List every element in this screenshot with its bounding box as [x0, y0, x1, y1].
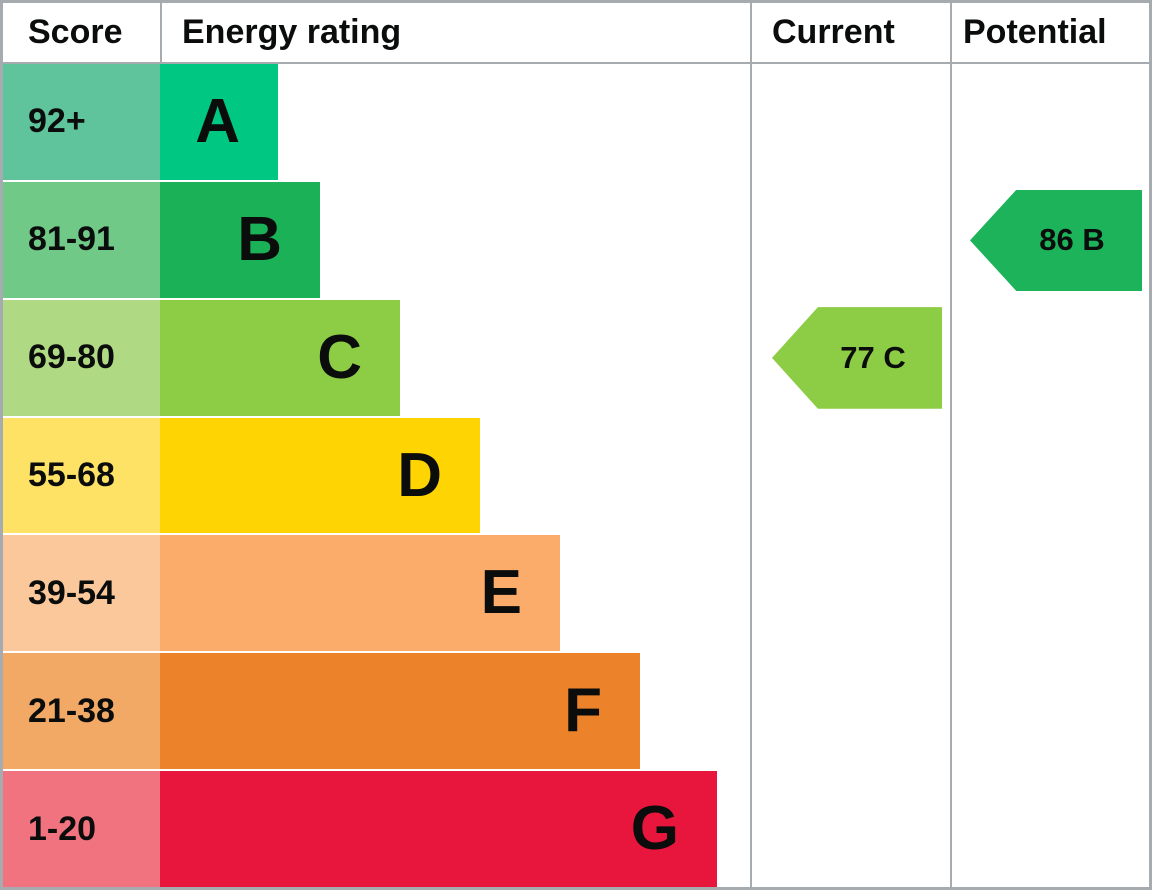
band-bar-g: G — [160, 771, 717, 888]
band-row-a: 92+ A — [3, 64, 750, 182]
band-row-d: 55-68 D — [3, 417, 750, 536]
score-range-b: 81-91 — [3, 181, 160, 298]
bands-area: 92+ A 81-91 B 69-80 C 55-68 D 39-54 E 21… — [3, 64, 750, 888]
header-potential: Potential — [950, 3, 1149, 62]
score-range-d: 55-68 — [3, 417, 160, 534]
band-row-b: 81-91 B — [3, 181, 750, 300]
score-range-c: 69-80 — [3, 299, 160, 416]
score-range-g: 1-20 — [3, 771, 160, 888]
band-row-c: 69-80 C — [3, 299, 750, 418]
band-row-g: 1-20 G — [3, 771, 750, 888]
band-bar-f: F — [160, 653, 640, 770]
band-bar-c: C — [160, 299, 400, 416]
score-range-f: 21-38 — [3, 653, 160, 770]
header-row: Score Energy rating Current Potential — [3, 3, 1149, 64]
current-column: 77 C — [750, 64, 950, 887]
band-bar-d: D — [160, 417, 480, 534]
chart-body: 92+ A 81-91 B 69-80 C 55-68 D 39-54 E 21… — [3, 64, 1149, 888]
band-row-f: 21-38 F — [3, 653, 750, 772]
header-current: Current — [750, 3, 950, 62]
current-rating-pointer: 77 C — [772, 307, 942, 409]
potential-rating-pointer: 86 B — [970, 189, 1142, 292]
band-row-e: 39-54 E — [3, 535, 750, 654]
band-bar-b: B — [160, 181, 320, 298]
score-range-e: 39-54 — [3, 535, 160, 652]
band-bar-e: E — [160, 535, 560, 652]
header-score: Score — [28, 13, 123, 51]
band-bar-a: A — [160, 64, 278, 180]
header-energy-rating: Energy rating — [160, 3, 750, 62]
score-range-a: 92+ — [3, 64, 160, 180]
potential-column: 86 B — [950, 64, 1149, 887]
